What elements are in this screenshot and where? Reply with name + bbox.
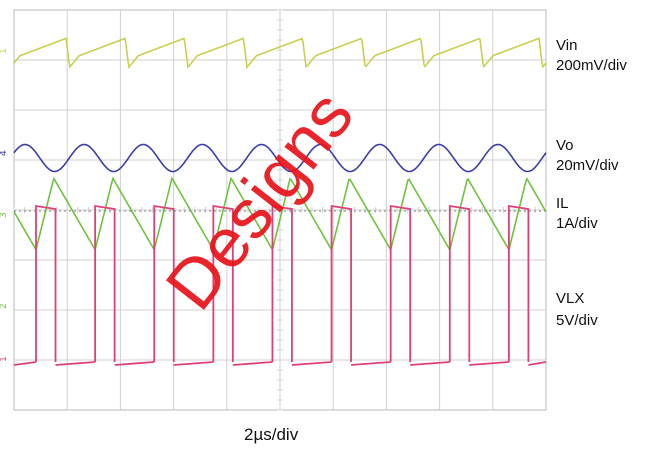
vin-channel-label: Vin <box>556 37 578 54</box>
scope-traces <box>13 37 547 366</box>
vlx-channel-label: VLX <box>556 290 585 307</box>
scope-grid <box>13 9 547 411</box>
channel-markers: 1 4 3 2 1 <box>0 48 9 362</box>
il-scale-label: 1A/div <box>556 215 598 232</box>
timebase-label: 2µs/div <box>244 425 299 444</box>
vin-trace <box>13 37 547 70</box>
vo-trace <box>13 143 547 173</box>
vo-channel-label: Vo <box>556 137 574 154</box>
channel-marker-5: 1 <box>0 356 9 362</box>
vin-scale-label: 200mV/div <box>556 57 627 74</box>
il-channel-label: IL <box>556 195 569 212</box>
vo-scale-label: 20mV/div <box>556 157 619 174</box>
vlx-scale-label: 5V/div <box>556 312 598 329</box>
channel-marker-2: 4 <box>0 150 9 156</box>
il-trace <box>13 176 547 252</box>
channel-marker-3: 3 <box>0 212 9 218</box>
channel-marker-1: 1 <box>0 48 9 54</box>
channel-marker-4: 2 <box>0 303 9 309</box>
vlx-trace <box>13 204 547 366</box>
